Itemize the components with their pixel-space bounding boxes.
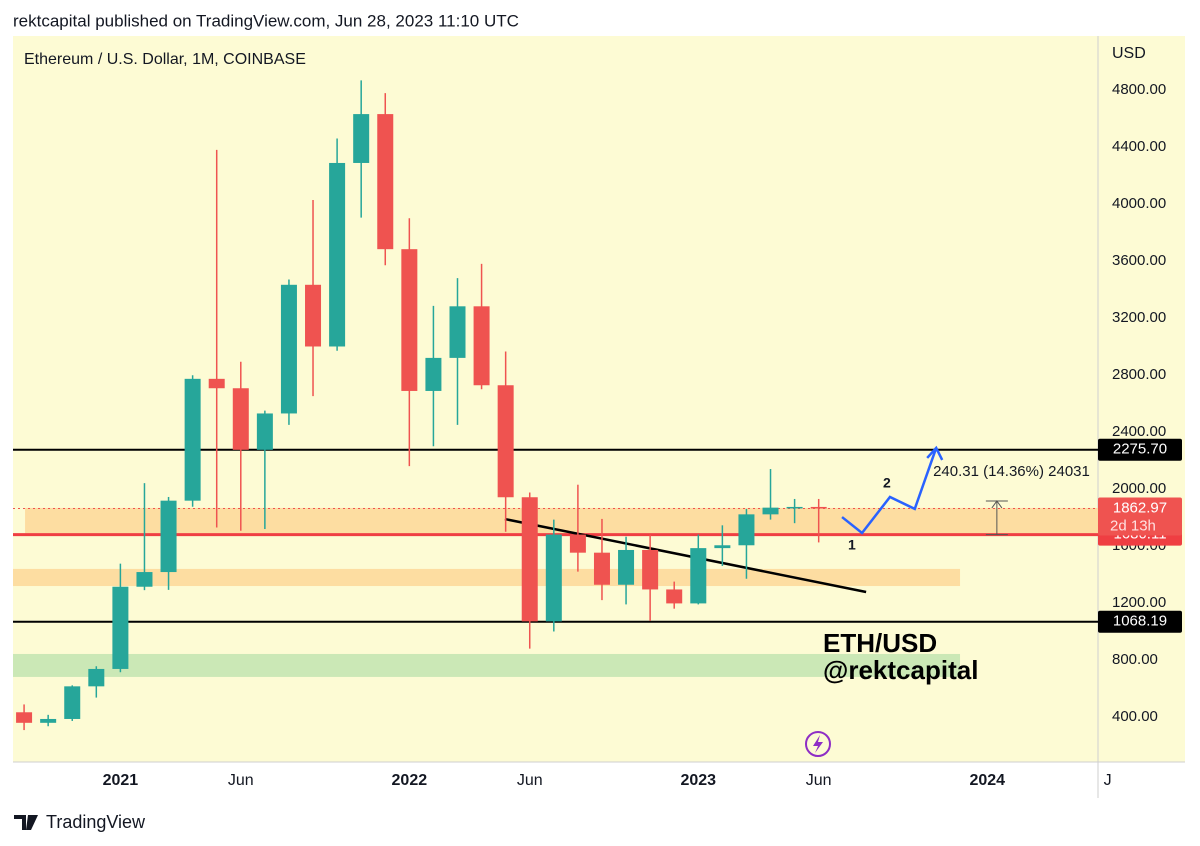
- watermark: ETH/USD: [823, 628, 937, 658]
- candle-body: [112, 586, 129, 669]
- chart-background: [13, 36, 1185, 762]
- candle-body: [762, 507, 779, 515]
- zone: [13, 653, 961, 677]
- candle-body: [280, 284, 297, 414]
- price-label: 1068.19: [1113, 613, 1167, 630]
- y-tick-label: 4400.00: [1112, 138, 1166, 155]
- y-axis-label: USD: [1112, 45, 1146, 62]
- y-tick-label: 2400.00: [1112, 423, 1166, 440]
- candle-body: [353, 114, 370, 163]
- candle-body: [738, 514, 755, 546]
- price-label: 2275.70: [1113, 441, 1167, 458]
- candle-body: [642, 549, 659, 590]
- candle-body: [377, 114, 394, 250]
- price-label-box: [1098, 497, 1182, 536]
- x-tick-label: Jun: [806, 772, 832, 789]
- header: rektcapital published on TradingView.com…: [13, 11, 519, 30]
- measure-text: 240.31 (14.36%) 24031: [933, 463, 1090, 480]
- y-tick-label: 4800.00: [1112, 81, 1166, 98]
- x-tick-label: J: [1104, 772, 1112, 789]
- candle-body: [184, 378, 201, 501]
- chart-title: Ethereum / U.S. Dollar, 1M, COINBASE: [24, 51, 306, 68]
- y-tick-label: 3200.00: [1112, 309, 1166, 326]
- footer: TradingView: [46, 812, 146, 832]
- price-label-box: [1098, 438, 1182, 461]
- candle-body: [545, 534, 562, 622]
- candle-body: [64, 686, 81, 719]
- candle-body: [208, 378, 225, 389]
- trendline: [504, 517, 867, 594]
- measure-arrow: [991, 500, 1003, 509]
- x-tick-label: 2022: [392, 772, 428, 789]
- candle-body: [401, 249, 418, 391]
- candle-body: [497, 385, 514, 498]
- x-tick-label: 2024: [969, 772, 1005, 789]
- candle-body: [593, 552, 610, 585]
- lightning-icon[interactable]: [805, 731, 831, 757]
- candle-body: [521, 497, 538, 622]
- candle-body: [329, 162, 346, 347]
- y-tick-label: 3600.00: [1112, 252, 1166, 269]
- y-tick-label: 4000.00: [1112, 195, 1166, 212]
- y-tick-label: 400.00: [1112, 708, 1158, 725]
- candle-body: [160, 500, 177, 573]
- zone: [25, 507, 1098, 534]
- candle-body: [425, 357, 442, 391]
- candle-body: [88, 668, 105, 687]
- candle-body: [569, 534, 586, 553]
- candle-body: [666, 589, 683, 604]
- y-tick-label: 2000.00: [1112, 480, 1166, 497]
- candle-body: [690, 548, 707, 604]
- projection-label: 1: [848, 537, 856, 553]
- watermark: @rektcapital: [823, 655, 978, 685]
- y-tick-label: 1200.00: [1112, 594, 1166, 611]
- zone: [13, 568, 961, 587]
- y-tick-label: 800.00: [1112, 651, 1158, 668]
- candle-body: [810, 506, 827, 509]
- x-tick-label: Jun: [228, 772, 254, 789]
- x-tick-label: 2021: [103, 772, 139, 789]
- candle-body: [473, 306, 490, 386]
- price-label-box: [1098, 610, 1182, 633]
- candle-body: [786, 506, 803, 509]
- projection-arrowhead: [926, 445, 944, 461]
- price-label: 1862.97: [1113, 499, 1167, 516]
- countdown: 2d 13h: [1110, 517, 1156, 534]
- lightning-icon: [813, 735, 823, 753]
- candle-body: [136, 572, 153, 587]
- candle-body: [232, 388, 249, 450]
- candle-body: [16, 712, 33, 723]
- candle-body: [256, 413, 273, 450]
- candle-body: [305, 284, 322, 347]
- candle-body: [714, 545, 731, 549]
- y-tick-label: 2800.00: [1112, 366, 1166, 383]
- candle-body: [40, 718, 57, 723]
- candle-body: [449, 306, 466, 358]
- projection-label: 2: [883, 475, 891, 491]
- x-tick-label: Jun: [517, 772, 543, 789]
- projection-path: [841, 447, 938, 535]
- x-tick-label: 2023: [680, 772, 716, 789]
- candle-body: [618, 549, 635, 585]
- logo: [14, 815, 38, 830]
